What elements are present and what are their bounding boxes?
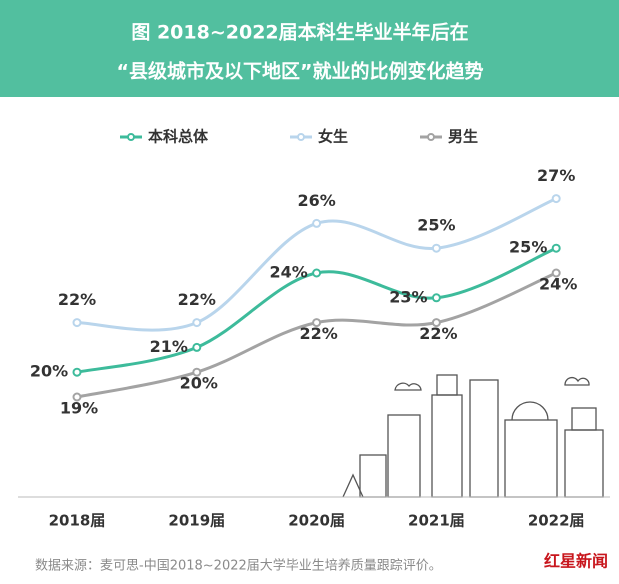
data-label: 22%	[299, 324, 337, 343]
legend-swatch	[297, 133, 305, 141]
data-label: 22%	[178, 290, 216, 309]
data-label: 23%	[389, 287, 427, 306]
data-point	[551, 243, 561, 253]
data-label: 19%	[60, 399, 98, 418]
data-point	[551, 194, 561, 204]
data-label: 26%	[297, 191, 335, 210]
data-label: 20%	[30, 362, 68, 381]
data-label: 21%	[150, 337, 188, 356]
legend-swatch	[127, 133, 135, 141]
watermark: 红星新闻	[544, 552, 608, 571]
chart-title: 图 2018~2022届本科生毕业半年后在	[131, 21, 468, 44]
series-line	[76, 197, 557, 332]
x-tick-label: 2019届	[168, 512, 225, 530]
x-tick-label: 2018届	[49, 512, 106, 530]
data-point	[192, 318, 202, 328]
x-tick-label: 2020届	[288, 512, 345, 530]
data-label: 22%	[419, 324, 457, 343]
header-band	[0, 0, 619, 97]
x-tick-label: 2021届	[408, 512, 465, 530]
data-point	[431, 293, 441, 303]
data-point	[312, 318, 322, 328]
data-label: 25%	[417, 216, 455, 235]
source-note: 数据来源：麦可思-中国2018~2022届大学毕业生培养质量跟踪评价。	[35, 558, 442, 574]
data-point	[551, 268, 561, 278]
city-illustration	[342, 374, 604, 498]
data-point	[192, 342, 202, 352]
x-tick-label: 2022届	[528, 512, 585, 530]
legend-label: 女生	[318, 128, 348, 146]
data-label: 24%	[269, 263, 307, 282]
legend-swatch	[427, 133, 435, 141]
data-point	[192, 367, 202, 377]
data-point	[431, 243, 441, 253]
data-label: 20%	[180, 374, 218, 393]
data-label: 24%	[539, 275, 577, 294]
data-point	[431, 318, 441, 328]
data-label: 25%	[509, 238, 547, 257]
legend-label: 本科总体	[148, 128, 209, 146]
data-point	[312, 268, 322, 278]
data-point	[72, 392, 82, 402]
chart-subtitle: “县级城市及以下地区”就业的比例变化趋势	[117, 60, 484, 83]
data-label: 27%	[537, 166, 575, 185]
data-point	[72, 318, 82, 328]
data-label: 22%	[58, 290, 96, 309]
legend-label: 男生	[448, 128, 478, 146]
data-point	[72, 367, 82, 377]
data-point	[312, 218, 322, 228]
